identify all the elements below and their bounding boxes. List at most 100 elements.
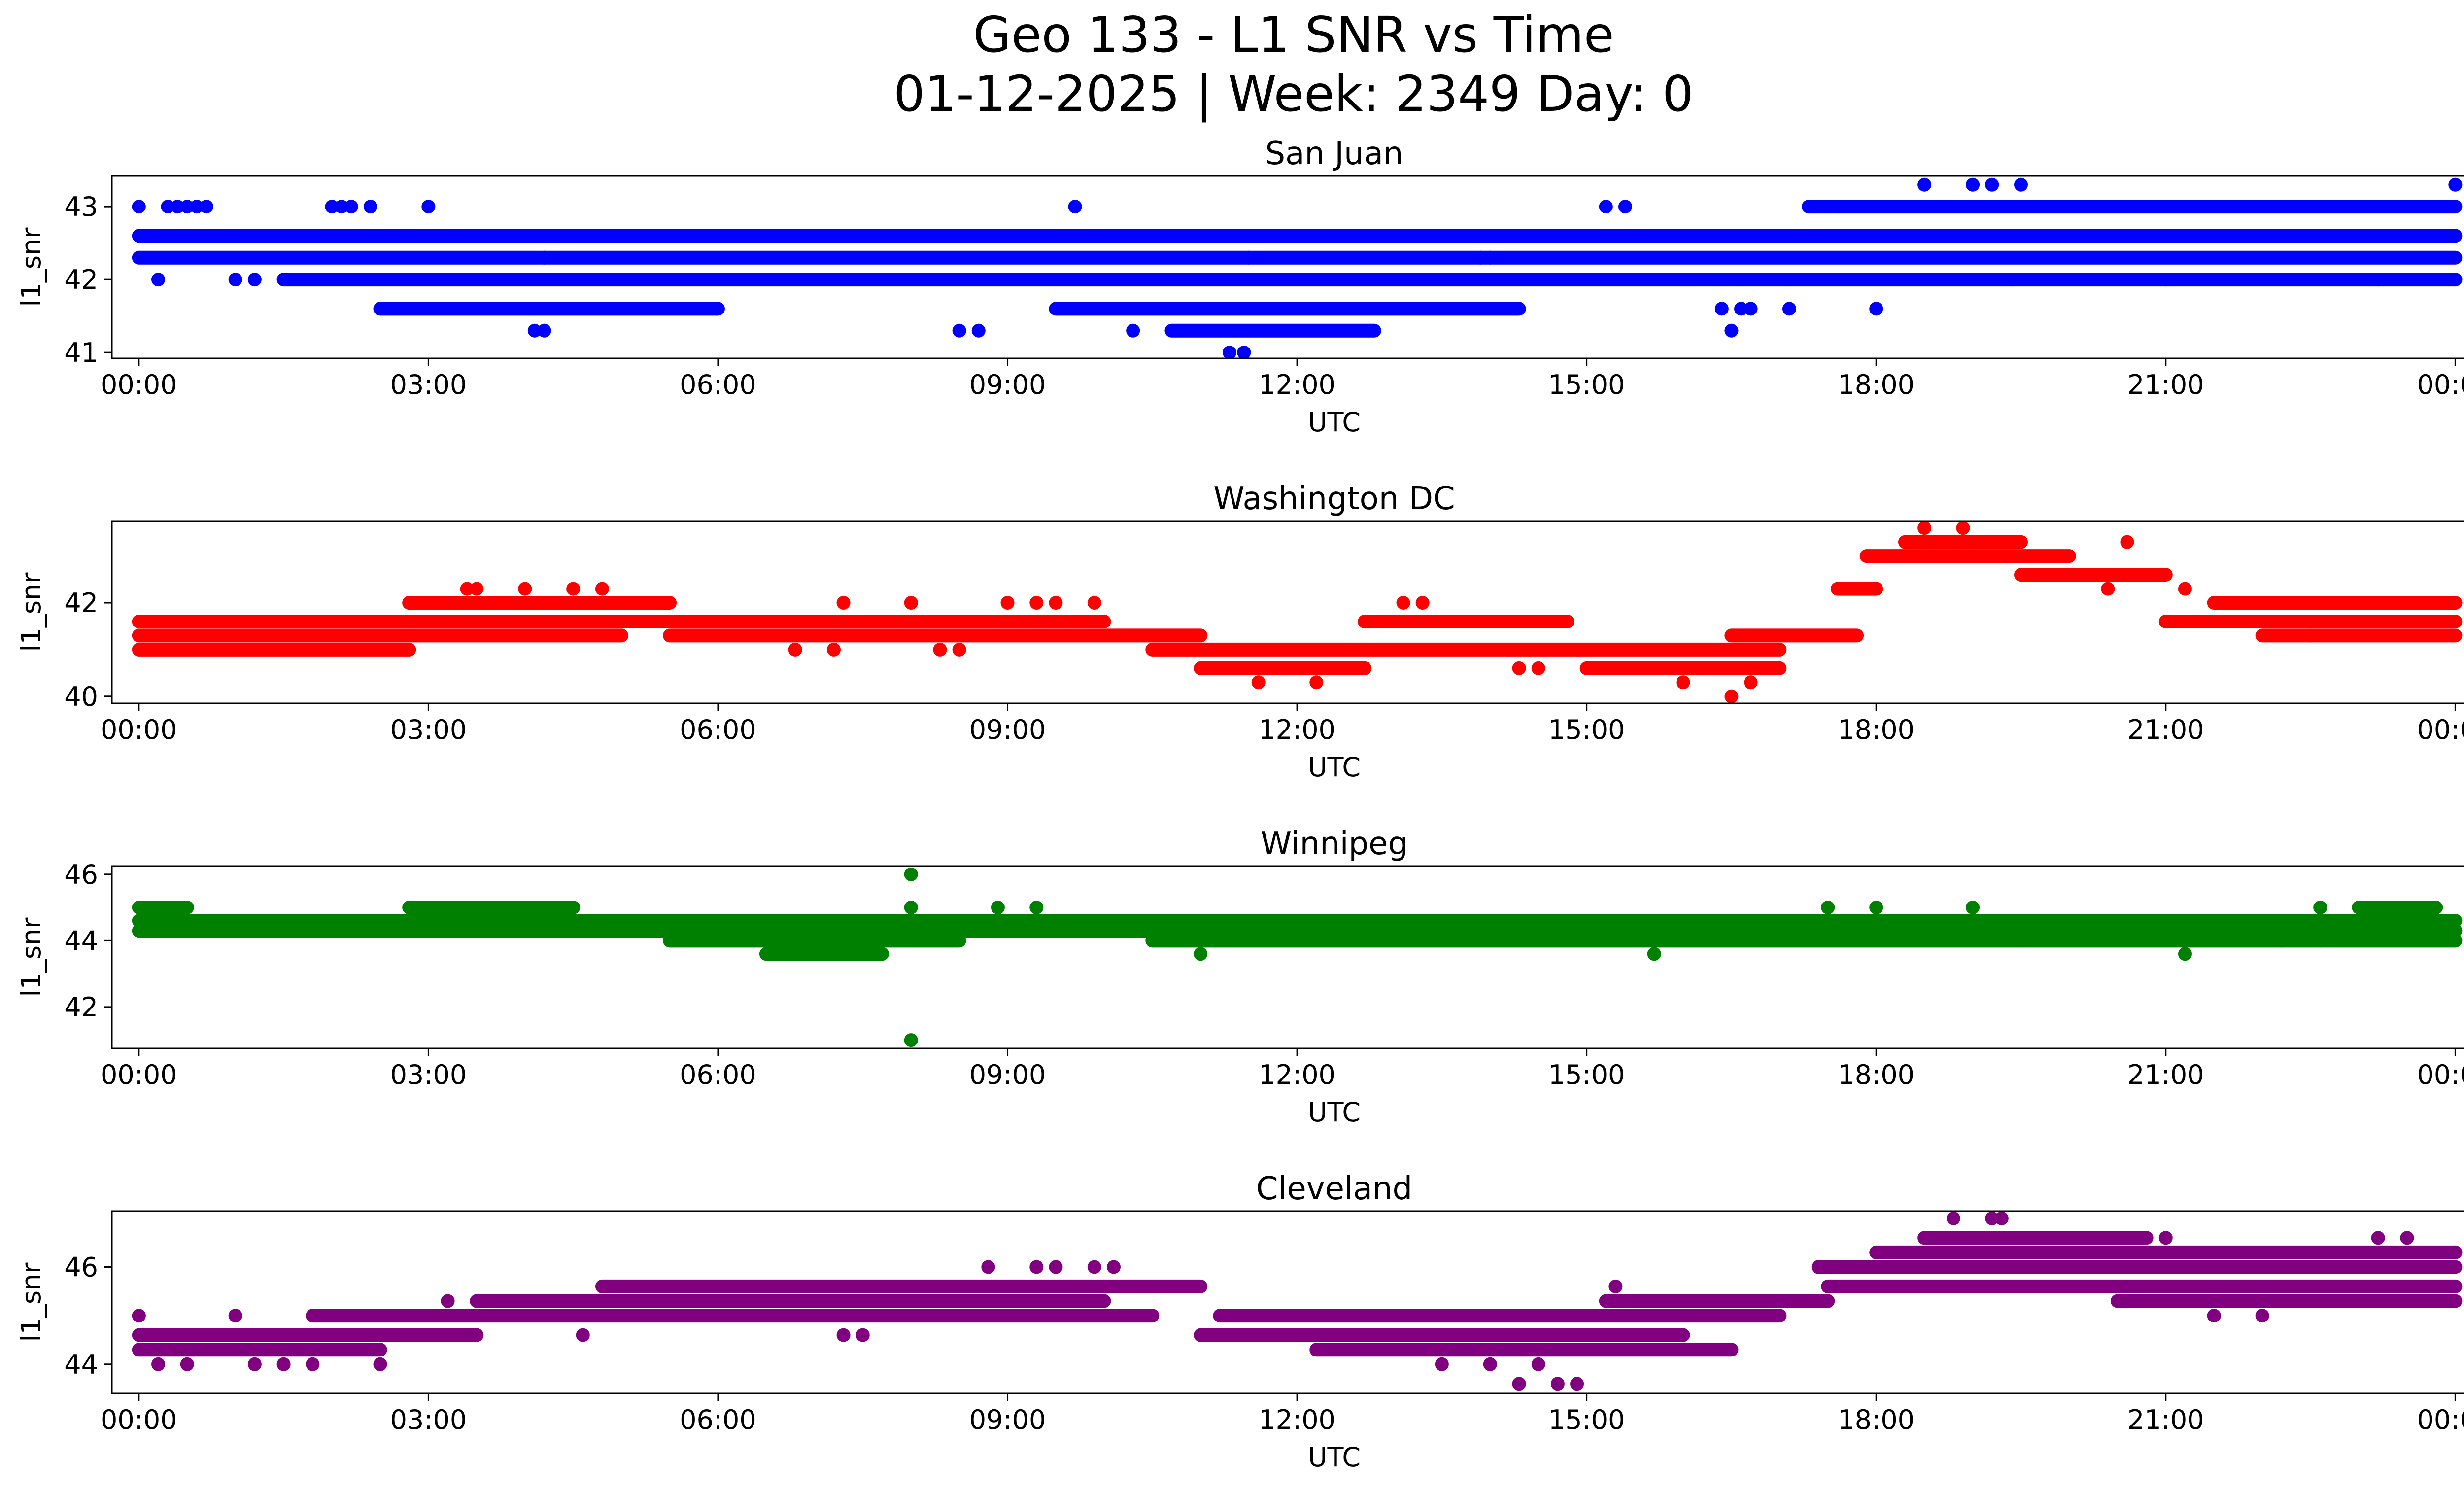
data-point	[1029, 596, 1044, 610]
data-point	[952, 642, 966, 657]
x-tick-label: 18:00	[1838, 714, 1915, 745]
data-point	[1029, 1260, 1044, 1274]
subplot-title: San Juan	[1266, 136, 1403, 172]
plot-area	[132, 867, 2463, 1047]
data-point	[518, 582, 532, 596]
data-point	[1994, 1211, 2009, 1225]
data-point	[132, 200, 146, 214]
x-tick-label: 09:00	[969, 1059, 1046, 1090]
data-point	[441, 1294, 455, 1308]
data-point	[2390, 901, 2404, 915]
data-point	[1744, 675, 1758, 690]
subplot-4: Cleveland 00:00 03:00 06:00 09:00 12:00 15:00 1…	[16, 1171, 2464, 1473]
data-point	[180, 1357, 194, 1371]
x-tick-label: 15:00	[1548, 714, 1625, 745]
subplot-2: Washington DC 00:00 03:00 06:00 09:00 12:00 15…	[16, 481, 2464, 783]
x-tick-label: 06:00	[680, 369, 756, 400]
x-axis-label: UTC	[1308, 752, 1361, 783]
x-tick-label: 06:00	[680, 1404, 756, 1435]
data-point	[2178, 947, 2192, 961]
data-point	[180, 200, 194, 214]
x-tick-label: 15:00	[1548, 1404, 1625, 1435]
data-point	[1917, 521, 1932, 535]
x-tick-label: 12:00	[1259, 1404, 1335, 1435]
x-tick-label: 18:00	[1838, 369, 1915, 400]
data-point	[2207, 1309, 2221, 1323]
data-point	[595, 582, 609, 596]
data-point	[2448, 177, 2463, 192]
y-tick-label: 44	[64, 925, 98, 956]
x-tick-label: 06:00	[680, 714, 756, 745]
data-point	[151, 1357, 166, 1371]
data-point	[1145, 229, 1160, 243]
data-point	[1068, 200, 1082, 214]
data-point	[132, 1309, 146, 1323]
y-tick-label: 42	[64, 588, 98, 619]
data-point	[2303, 628, 2318, 643]
data-point	[2313, 934, 2327, 948]
data-point	[1473, 250, 1488, 265]
x-tick-label: 15:00	[1548, 1059, 1625, 1090]
data-point	[151, 273, 166, 287]
plot-area	[132, 521, 2463, 703]
x-tick-label: 03:00	[390, 1059, 467, 1090]
subplot-1: San Juan 00:00 03:00 06:00 09:00 12:00 15:00 18…	[16, 136, 2464, 438]
data-point	[1126, 323, 1140, 338]
data-point	[836, 1328, 851, 1342]
x-tick-label: 03:00	[390, 369, 467, 400]
data-point	[1676, 273, 1690, 287]
data-point	[2274, 934, 2289, 948]
data-point	[1049, 1260, 1063, 1274]
data-point	[933, 642, 947, 657]
x-tick-label: 15:00	[1548, 369, 1625, 400]
data-point	[1734, 302, 1748, 316]
x-tick-label: 00:00	[2417, 1059, 2464, 1090]
data-point	[470, 582, 484, 596]
data-point	[537, 250, 551, 265]
x-tick-label: 21:00	[2127, 714, 2204, 745]
data-point	[836, 596, 851, 610]
data-point	[1724, 323, 1739, 338]
x-tick-label: 18:00	[1838, 1059, 1915, 1090]
data-point	[1714, 302, 1729, 316]
data-point	[2371, 901, 2385, 915]
subplots: San Juan 00:00 03:00 06:00 09:00 12:00 15:00 18…	[16, 136, 2464, 1473]
data-point	[1956, 521, 1970, 535]
y-tick-label: 42	[64, 264, 98, 295]
data-point	[1309, 675, 1324, 690]
data-point	[1744, 302, 1758, 316]
data-point	[470, 229, 484, 243]
subplot-title: Cleveland	[1256, 1171, 1412, 1207]
x-axis-label: UTC	[1308, 1442, 1361, 1473]
data-point	[247, 1357, 262, 1371]
data-point	[421, 200, 436, 214]
data-point	[1531, 661, 1545, 675]
data-point	[2313, 901, 2327, 915]
data-point	[971, 323, 986, 338]
data-point	[2448, 273, 2463, 287]
x-tick-label: 09:00	[969, 1404, 1046, 1435]
data-point	[1724, 689, 1739, 703]
data-point	[2255, 1309, 2269, 1323]
data-point	[460, 582, 474, 596]
data-point	[402, 596, 416, 610]
subplot-title: Winnipeg	[1261, 826, 1408, 862]
data-point	[1435, 1357, 1449, 1371]
data-point	[1087, 1260, 1101, 1274]
data-point	[228, 273, 242, 287]
data-point	[1550, 1377, 1565, 1391]
data-point	[2130, 1231, 2144, 1245]
data-point	[1087, 596, 1101, 610]
data-point	[2014, 177, 2028, 192]
data-point	[1415, 914, 1430, 928]
axes-frame	[111, 520, 2464, 704]
y-axis-label: l1_snr	[16, 917, 47, 997]
y-tick-label: 42	[64, 992, 98, 1023]
x-tick-label: 03:00	[390, 714, 467, 745]
data-point	[363, 200, 377, 214]
figure-title-line2: 01-12-2025 | Week: 2349 Day: 0	[893, 65, 1693, 123]
data-point	[2120, 535, 2134, 549]
plot-area	[132, 177, 2463, 358]
data-point	[344, 200, 358, 214]
